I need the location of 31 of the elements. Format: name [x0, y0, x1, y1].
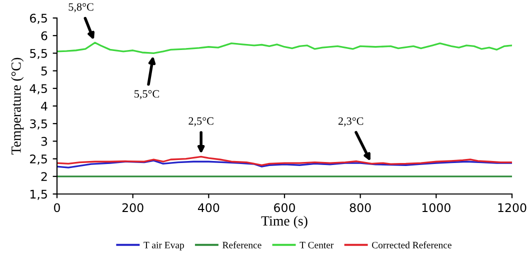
annotation: 2,5°C — [188, 117, 214, 126]
x-tick-label: 0 — [54, 203, 60, 212]
annotation: 2,3°C — [338, 117, 364, 126]
y-tick-label: 4,5 — [30, 84, 47, 94]
x-tick-label: 400 — [198, 203, 220, 212]
legend-label: Reference — [222, 241, 262, 248]
annotation: 5,8°C — [68, 3, 94, 12]
y-axis-title: Temperature (°C) — [11, 58, 24, 155]
y-tick-label: 1,5 — [30, 190, 47, 200]
y-tick-label: 3,5 — [30, 119, 47, 130]
legend-label: Corrected Reference — [372, 241, 452, 248]
y-tick-label: 3 — [41, 136, 48, 146]
y-tick-label: 2,5 — [30, 154, 47, 165]
y-tick-label: 5,5 — [30, 49, 47, 60]
x-axis-title: Time (s) — [261, 216, 308, 228]
y-tick-label: 6,5 — [30, 14, 47, 24]
x-tick-label: 1200 — [498, 203, 526, 212]
y-tick-label: 6 — [41, 31, 48, 40]
x-tick-label: 1000 — [422, 203, 450, 212]
y-tick-label: 4 — [41, 102, 48, 110]
x-tick-label: 800 — [350, 203, 371, 212]
legend-label: T Center — [300, 242, 334, 248]
x-tick-label: 600 — [274, 203, 295, 212]
line-series — [57, 42, 512, 54]
y-tick-label: 5 — [41, 66, 47, 76]
x-tick-label: 200 — [122, 203, 144, 212]
legend-label: T air Evap — [144, 242, 184, 250]
line-series — [57, 156, 512, 166]
annotation: 5,5°C — [134, 90, 159, 100]
y-tick-label: 2 — [41, 172, 47, 181]
line-series — [57, 160, 512, 168]
